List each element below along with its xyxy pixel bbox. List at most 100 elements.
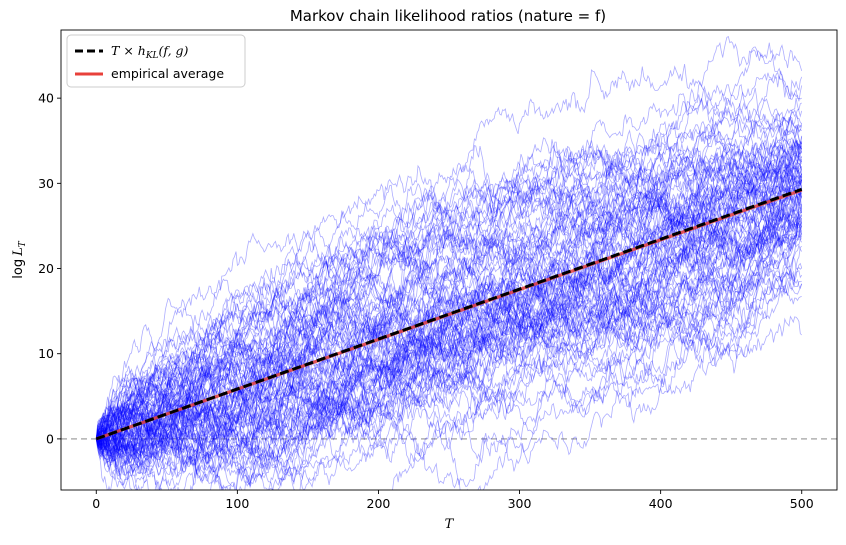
y-axis-label-log: log	[11, 259, 26, 279]
simulated-path	[95, 269, 803, 457]
x-axis-label: T	[445, 517, 455, 532]
simulated-path	[95, 155, 803, 440]
simulated-path	[96, 243, 803, 490]
simulated-path	[95, 138, 803, 444]
legend-theory-args: (f, g)	[159, 43, 189, 58]
simulated-path	[95, 44, 803, 454]
simulated-path	[95, 152, 803, 490]
simulated-path	[95, 130, 802, 466]
simulated-path	[95, 164, 803, 478]
y-axis-label: log LT	[11, 240, 28, 278]
simulated-path	[95, 215, 803, 446]
simulated-path	[96, 165, 802, 441]
simulated-path	[96, 124, 803, 441]
simulated-path	[95, 85, 803, 440]
simulated-path	[95, 150, 803, 490]
legend-theory-t: T	[111, 43, 121, 58]
y-axis-ticks: 0 10 20 30 40	[38, 91, 61, 446]
simulated-path	[95, 179, 803, 490]
y-tick-label: 10	[38, 346, 54, 361]
simulated-path	[95, 139, 803, 487]
x-tick-label: 100	[225, 496, 249, 511]
simulated-path	[95, 169, 803, 446]
simulated-path	[95, 211, 803, 477]
legend-theory-h: h	[138, 43, 146, 58]
simulated-path	[95, 154, 803, 477]
simulated-path	[95, 309, 802, 439]
simulated-path	[95, 125, 803, 463]
simulated-path	[95, 202, 803, 452]
y-tick-label: 0	[46, 431, 54, 446]
series-line-theory	[95, 187, 803, 441]
legend: T × hKL(f, g) empirical average	[66, 34, 246, 88]
simulated-path	[96, 75, 803, 458]
simulated-path	[95, 217, 803, 468]
simulated-path	[95, 175, 803, 443]
simulated-path	[95, 136, 803, 455]
simulated-path	[95, 137, 802, 442]
x-tick-label: 200	[367, 496, 391, 511]
simulated-path	[95, 102, 802, 468]
simulated-path	[95, 151, 803, 448]
simulated-path	[95, 97, 802, 490]
simulated-path	[96, 216, 802, 466]
simulated-path	[95, 255, 803, 490]
simulated-path	[96, 161, 803, 447]
simulated-path	[95, 182, 803, 478]
x-axis-ticks: 0 100 200 300 400 500	[92, 490, 814, 511]
simulated-path	[95, 70, 802, 477]
simulated-path	[95, 172, 802, 460]
simulated-path	[95, 139, 803, 466]
simulated-path	[95, 222, 803, 490]
simulated-path	[95, 198, 803, 474]
simulated-path	[95, 156, 803, 490]
simulated-path	[96, 172, 803, 451]
legend-label-empirical: empirical average	[111, 66, 224, 81]
simulated-path	[95, 174, 803, 490]
simulated-path	[95, 167, 803, 454]
simulated-path	[95, 208, 803, 485]
simulated-path	[96, 137, 803, 487]
simulated-path	[95, 229, 802, 490]
simulated-path	[95, 143, 803, 439]
simulated-path	[96, 206, 803, 464]
simulated-path	[95, 114, 802, 464]
simulated-path	[96, 245, 802, 440]
simulated-path	[95, 178, 803, 464]
simulated-path	[95, 142, 802, 448]
simulated-path	[95, 196, 802, 440]
chart-title: Markov chain likelihood ratios (nature =…	[290, 7, 606, 25]
legend-box	[66, 34, 246, 88]
simulated-path	[95, 202, 803, 480]
simulated-path	[95, 166, 803, 483]
simulated-path	[95, 145, 803, 454]
simulated-path	[95, 141, 803, 463]
simulated-path	[96, 270, 802, 442]
y-tick-label: 30	[38, 176, 54, 191]
simulated-path	[96, 121, 803, 459]
simulated-path	[95, 214, 803, 485]
simulated-path	[95, 156, 803, 451]
simulated-path	[95, 173, 803, 463]
simulated-path	[96, 250, 802, 441]
y-tick-label: 20	[38, 261, 54, 276]
simulated-path	[95, 270, 802, 442]
simulated-path	[95, 224, 803, 459]
legend-label-theory: T × hKL(f, g)	[111, 43, 189, 61]
simulated-path	[95, 212, 803, 475]
y-axis-label-sub: T	[18, 240, 28, 247]
simulated-path	[95, 97, 803, 439]
simulated-path	[95, 168, 803, 455]
simulated-path	[96, 204, 803, 452]
simulated-path	[95, 129, 802, 455]
x-tick-label: 400	[649, 496, 673, 511]
simulated-path	[96, 117, 802, 468]
y-tick-label: 40	[38, 91, 54, 106]
simulated-path	[95, 189, 803, 467]
legend-theory-times: ×	[119, 43, 137, 58]
simulated-path	[95, 178, 803, 490]
simulated-path	[95, 157, 803, 439]
simulated-path	[96, 140, 802, 440]
y-axis-label-var: L	[11, 247, 26, 257]
